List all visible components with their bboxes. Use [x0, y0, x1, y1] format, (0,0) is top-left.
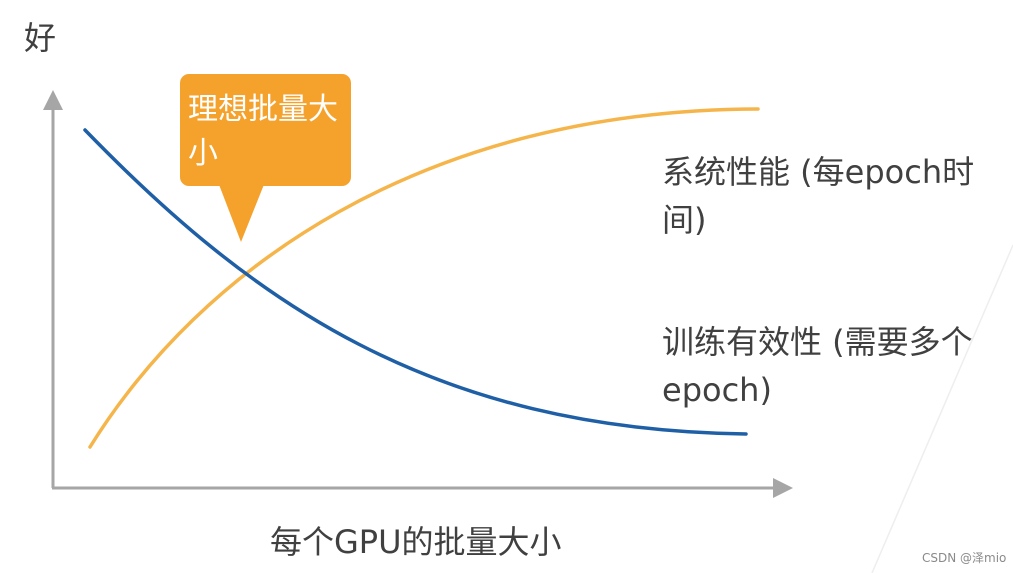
y-axis-label: 好	[24, 19, 57, 57]
callout-box	[180, 74, 351, 186]
slide-decoration-line	[871, 244, 1013, 573]
callout-text: 理想批量大小	[188, 92, 338, 171]
training-efficiency-label: 训练有效性 (需要多个epoch)	[662, 323, 973, 409]
system-performance-label: 系统性能 (每epoch时间)	[662, 153, 975, 239]
ideal-batch-size-callout	[180, 74, 351, 242]
x-axis-label: 每个GPU的批量大小	[270, 523, 562, 561]
system-performance-curve	[88, 107, 760, 449]
x-axis-arrow-icon	[773, 478, 793, 498]
y-axis-arrow-icon	[43, 90, 63, 110]
training-efficiency-curve	[83, 128, 748, 436]
watermark: CSDN @泽mio	[922, 551, 1007, 565]
callout-pointer	[218, 182, 265, 242]
